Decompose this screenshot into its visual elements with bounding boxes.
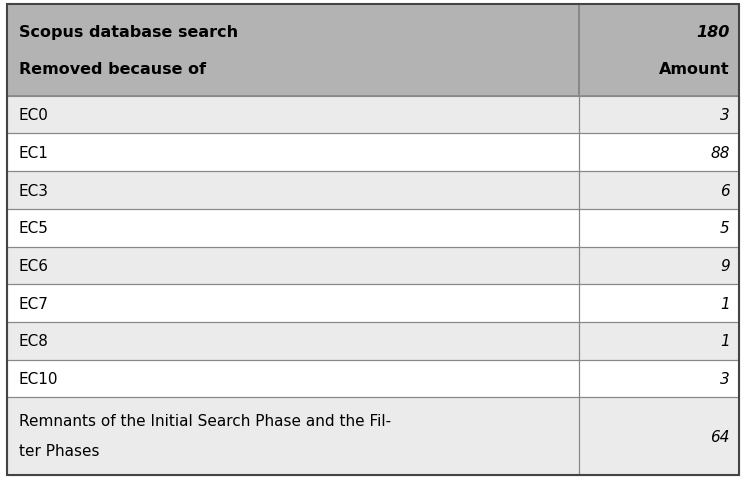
Text: Amount: Amount bbox=[659, 61, 730, 77]
Bar bbox=[579, 209, 739, 247]
Bar bbox=[7, 209, 579, 247]
Bar bbox=[579, 134, 739, 172]
Bar bbox=[7, 5, 579, 96]
Text: 3: 3 bbox=[720, 372, 730, 386]
Bar bbox=[579, 96, 739, 134]
Text: 1: 1 bbox=[720, 334, 730, 348]
Text: EC10: EC10 bbox=[19, 372, 58, 386]
Bar bbox=[7, 96, 579, 134]
Text: 9: 9 bbox=[720, 258, 730, 273]
Bar bbox=[7, 323, 579, 360]
Text: EC3: EC3 bbox=[19, 183, 48, 198]
Text: Scopus database search: Scopus database search bbox=[19, 25, 238, 40]
Bar bbox=[7, 247, 579, 285]
Text: 5: 5 bbox=[720, 221, 730, 236]
Bar bbox=[7, 285, 579, 323]
Text: 3: 3 bbox=[720, 108, 730, 123]
Bar bbox=[579, 323, 739, 360]
Bar bbox=[579, 285, 739, 323]
Text: 6: 6 bbox=[720, 183, 730, 198]
Text: ter Phases: ter Phases bbox=[19, 443, 99, 457]
Text: 64: 64 bbox=[710, 429, 730, 444]
Text: EC7: EC7 bbox=[19, 296, 48, 311]
Bar bbox=[7, 172, 579, 209]
Text: EC6: EC6 bbox=[19, 258, 48, 273]
Bar bbox=[579, 247, 739, 285]
Text: EC8: EC8 bbox=[19, 334, 48, 348]
Bar bbox=[579, 360, 739, 397]
Text: Removed because of: Removed because of bbox=[19, 61, 206, 77]
Text: EC0: EC0 bbox=[19, 108, 48, 123]
Bar bbox=[579, 5, 739, 96]
Bar bbox=[579, 172, 739, 209]
Text: 88: 88 bbox=[710, 145, 730, 160]
Text: Remnants of the Initial Search Phase and the Fil-: Remnants of the Initial Search Phase and… bbox=[19, 413, 391, 428]
Text: EC1: EC1 bbox=[19, 145, 48, 160]
Bar bbox=[579, 397, 739, 475]
Bar bbox=[7, 397, 579, 475]
Text: 180: 180 bbox=[696, 25, 730, 40]
Text: 1: 1 bbox=[720, 296, 730, 311]
Bar bbox=[7, 134, 579, 172]
Text: EC5: EC5 bbox=[19, 221, 48, 236]
Bar bbox=[7, 360, 579, 397]
